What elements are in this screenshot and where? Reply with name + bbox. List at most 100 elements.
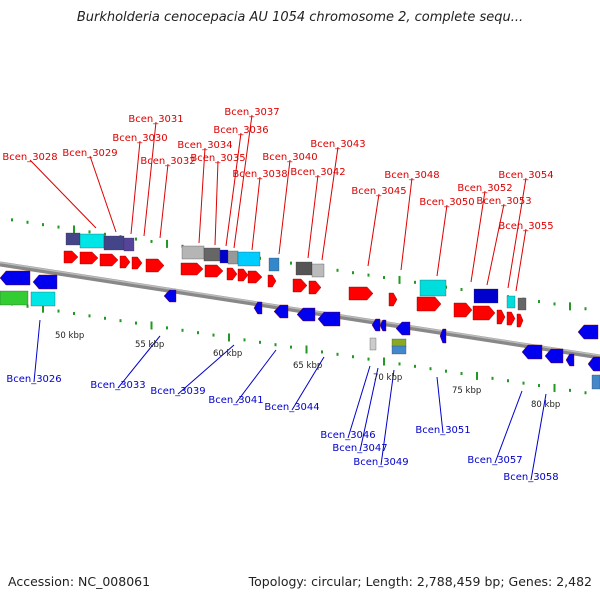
- reverse-gene-label: Bcen_3046: [320, 430, 375, 441]
- forward-gene-label: Bcen_3035: [190, 153, 245, 164]
- reverse-gene-arrow: [253, 301, 263, 315]
- leader-line: [307, 174, 319, 259]
- leader-line: [198, 147, 206, 244]
- scale-tick: [26, 304, 29, 308]
- scale-tick: [119, 319, 122, 323]
- scale-tick: [352, 355, 354, 359]
- forward-gene-label: Bcen_3040: [262, 152, 317, 163]
- forward-gene-arrow: [506, 311, 516, 326]
- scale-tick: [367, 273, 370, 277]
- forward-gene-arrow: [226, 267, 238, 281]
- scale-tick: [383, 276, 385, 280]
- leader-line: [380, 369, 395, 466]
- scale-tick: [398, 362, 401, 366]
- scale-label: 55 kbp: [135, 340, 164, 350]
- forward-gene-label: Bcen_3055: [498, 221, 553, 232]
- feature-box: [123, 237, 135, 252]
- scale-tick: [491, 376, 494, 380]
- leader-line: [159, 163, 169, 239]
- forward-gene-label: Bcen_3054: [498, 170, 553, 181]
- map-title: Burkholderia cenocepacia AU 1054 chromos…: [76, 10, 524, 25]
- forward-gene-arrow: [204, 264, 224, 278]
- scale-tick: [538, 300, 540, 304]
- scale-tick: [445, 369, 447, 373]
- label-layer: 50 kbp 55 kbp 60 kbp 65 kbp 70 kbp 75 kbp 80 k…: [2, 107, 560, 483]
- forward-gene-arrow: [453, 302, 473, 318]
- forward-gene-arrow: [145, 258, 165, 273]
- forward-gene-label: Bcen_3053: [476, 196, 531, 207]
- scale-tick: [42, 304, 44, 313]
- forward-gene-label: Bcen_3048: [384, 170, 439, 181]
- scale-tick: [553, 302, 556, 306]
- backbone-highlight: [0, 261, 600, 357]
- reverse-gene-arrow: [163, 289, 177, 303]
- leader-line: [251, 176, 261, 251]
- reverse-gene-label: Bcen_3044: [264, 402, 319, 413]
- forward-gene-label: Bcen_3031: [128, 114, 183, 125]
- scale-tick: [88, 314, 91, 318]
- leader-line: [29, 159, 97, 229]
- scale-tick: [243, 338, 246, 342]
- scale-tick: [166, 326, 168, 330]
- reverse-gene-arrow: [544, 348, 564, 364]
- forward-gene-arrow: [267, 274, 277, 288]
- scale-tick: [305, 345, 308, 354]
- feature-box: [79, 233, 105, 249]
- scale-tick: [507, 379, 509, 383]
- scale-tick: [166, 239, 168, 248]
- reverse-gene-label: Bcen_3033: [90, 380, 145, 391]
- leader-line: [494, 390, 523, 464]
- scale-label: 60 kbp: [213, 349, 242, 359]
- reverse-gene-arrow: [273, 304, 289, 319]
- feature-box: [65, 232, 81, 246]
- feature-box: [295, 261, 313, 276]
- leader-line: [530, 393, 547, 481]
- leader-line: [359, 367, 379, 452]
- leader-line: [470, 190, 486, 283]
- scale-tick: [538, 384, 540, 388]
- forward-gene-label: Bcen_3043: [310, 139, 365, 150]
- forward-gene-arrow: [180, 262, 204, 276]
- scale-tick: [367, 357, 370, 361]
- reverse-gene-label: Bcen_3058: [503, 472, 558, 483]
- scale-tick: [414, 364, 416, 368]
- scale-tick: [398, 275, 401, 284]
- forward-gene-arrow: [308, 280, 322, 295]
- scale-tick: [73, 225, 75, 234]
- scale-tick: [290, 261, 292, 265]
- forward-gene-label: Bcen_3050: [419, 197, 474, 208]
- reverse-gene-arrow: [379, 319, 387, 332]
- forward-gene-arrow: [79, 251, 99, 265]
- feature-box: [391, 338, 407, 348]
- feature-box: [227, 250, 239, 265]
- forward-gene-label: Bcen_3028: [2, 152, 57, 163]
- reverse-gene-arrow: [587, 356, 600, 372]
- scale-tick: [104, 232, 106, 236]
- leader-line: [486, 203, 505, 286]
- leader-line: [177, 344, 235, 395]
- feature-box: [203, 247, 221, 262]
- scale-tick: [150, 239, 153, 243]
- leader-line: [225, 132, 242, 247]
- scale-tick: [212, 333, 215, 337]
- feature-box: [369, 337, 377, 351]
- topology-text: Topology: circular; Length: 2,788,459 bp…: [248, 574, 592, 589]
- leader-layer: [29, 114, 547, 481]
- scale-tick: [584, 307, 587, 311]
- feature-box: [103, 235, 125, 251]
- reverse-gene-arrow: [371, 318, 381, 332]
- forward-gene-arrow: [388, 292, 398, 307]
- scale-tick: [553, 383, 556, 392]
- scale-tick: [522, 381, 525, 385]
- scale-tick: [569, 388, 571, 392]
- reverse-gene-arrow: [521, 344, 543, 360]
- leader-line: [117, 335, 161, 389]
- forward-gene-arrow: [247, 270, 263, 284]
- forward-gene-arrow: [516, 313, 524, 328]
- feature-box: [419, 279, 447, 297]
- scale-tick: [259, 340, 261, 344]
- reverse-gene-arrow: [439, 328, 447, 344]
- scale-tick: [135, 237, 137, 241]
- forward-gene-label: Bcen_3038: [232, 169, 287, 180]
